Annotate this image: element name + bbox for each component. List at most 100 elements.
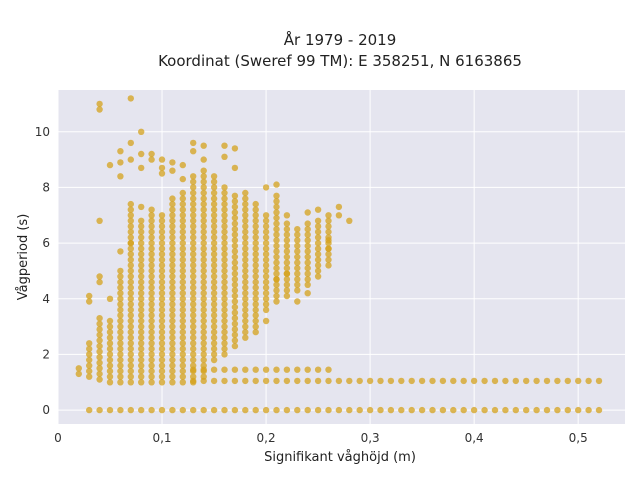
data-point bbox=[148, 212, 155, 219]
data-point bbox=[200, 328, 207, 336]
data-point bbox=[221, 340, 228, 347]
data-point bbox=[169, 334, 176, 341]
data-point bbox=[231, 264, 239, 272]
data-point bbox=[138, 340, 145, 347]
data-point bbox=[158, 351, 166, 358]
data-point bbox=[158, 212, 166, 219]
data-point bbox=[242, 301, 249, 308]
data-point bbox=[117, 379, 124, 386]
data-point bbox=[190, 306, 197, 314]
data-point bbox=[96, 365, 103, 372]
data-point bbox=[190, 273, 197, 280]
data-point bbox=[169, 206, 176, 213]
data-point bbox=[262, 290, 270, 297]
data-point bbox=[148, 239, 155, 247]
data-point bbox=[127, 212, 134, 219]
data-point bbox=[117, 278, 124, 286]
data-point bbox=[450, 377, 457, 385]
data-point bbox=[158, 328, 166, 336]
tick-labels: 0 0,1 0,2 0,3 0,4 0,5 0 2 4 6 8 10 bbox=[35, 125, 588, 445]
data-point bbox=[179, 206, 186, 213]
data-point bbox=[242, 234, 249, 241]
data-point bbox=[127, 95, 134, 102]
data-point bbox=[314, 206, 322, 213]
data-point bbox=[314, 256, 322, 263]
data-point bbox=[106, 379, 114, 386]
data-point bbox=[283, 220, 291, 227]
data-point bbox=[200, 206, 207, 213]
data-point bbox=[252, 267, 259, 275]
y-tick-label: 2 bbox=[42, 347, 50, 361]
data-point bbox=[179, 239, 186, 247]
data-point bbox=[96, 278, 103, 286]
data-point bbox=[200, 173, 207, 180]
data-point bbox=[190, 334, 197, 341]
data-point bbox=[231, 164, 239, 172]
data-point bbox=[252, 290, 259, 297]
data-point bbox=[262, 223, 270, 230]
data-point bbox=[190, 173, 197, 180]
data-point bbox=[273, 237, 280, 244]
data-point bbox=[221, 239, 228, 247]
data-point bbox=[179, 189, 186, 197]
data-point bbox=[242, 212, 249, 219]
data-point bbox=[470, 377, 478, 385]
data-point bbox=[148, 351, 155, 358]
data-point bbox=[148, 228, 155, 236]
data-point bbox=[117, 345, 124, 353]
y-tick-label: 4 bbox=[42, 292, 50, 306]
data-point bbox=[221, 306, 228, 314]
data-point bbox=[533, 377, 540, 385]
data-point bbox=[346, 217, 353, 224]
data-point bbox=[304, 259, 311, 266]
data-point bbox=[169, 328, 176, 336]
data-point bbox=[169, 212, 176, 219]
data-point bbox=[356, 377, 363, 385]
data-point bbox=[221, 278, 228, 286]
data-point bbox=[179, 200, 186, 208]
data-point bbox=[117, 312, 124, 319]
data-point bbox=[200, 234, 207, 241]
data-point bbox=[158, 379, 166, 386]
data-point bbox=[158, 278, 166, 286]
data-point bbox=[96, 337, 103, 344]
data-point bbox=[148, 301, 155, 308]
data-point bbox=[86, 298, 93, 305]
data-point bbox=[262, 366, 270, 373]
data-point bbox=[179, 301, 186, 308]
data-point bbox=[564, 377, 571, 385]
data-point bbox=[242, 290, 249, 297]
data-point bbox=[96, 359, 103, 366]
data-point bbox=[210, 328, 218, 336]
data-point bbox=[231, 259, 239, 266]
data-point bbox=[200, 245, 207, 252]
data-point bbox=[210, 351, 218, 358]
data-point bbox=[221, 195, 228, 202]
data-point bbox=[314, 228, 322, 236]
data-point bbox=[127, 139, 134, 147]
data-point bbox=[273, 242, 280, 250]
data-point bbox=[148, 223, 155, 230]
data-point bbox=[356, 406, 363, 414]
data-point bbox=[158, 406, 166, 414]
data-point bbox=[210, 290, 218, 297]
data-point bbox=[273, 231, 280, 238]
data-point bbox=[304, 377, 311, 385]
data-point bbox=[439, 377, 447, 385]
data-point bbox=[138, 228, 145, 236]
data-point bbox=[169, 278, 176, 286]
data-point bbox=[127, 239, 134, 247]
data-point bbox=[242, 312, 249, 319]
data-point bbox=[242, 323, 249, 330]
data-point bbox=[148, 206, 155, 213]
chart-subtitle: Koordinat (Sweref 99 TM): E 358251, N 61… bbox=[158, 52, 522, 70]
data-point bbox=[96, 354, 103, 361]
data-point bbox=[200, 256, 207, 263]
data-point bbox=[408, 377, 415, 385]
data-point bbox=[304, 248, 311, 255]
data-point bbox=[200, 334, 207, 341]
data-point bbox=[190, 228, 197, 236]
data-point bbox=[190, 328, 197, 336]
data-point bbox=[242, 406, 249, 414]
data-point bbox=[252, 200, 259, 208]
